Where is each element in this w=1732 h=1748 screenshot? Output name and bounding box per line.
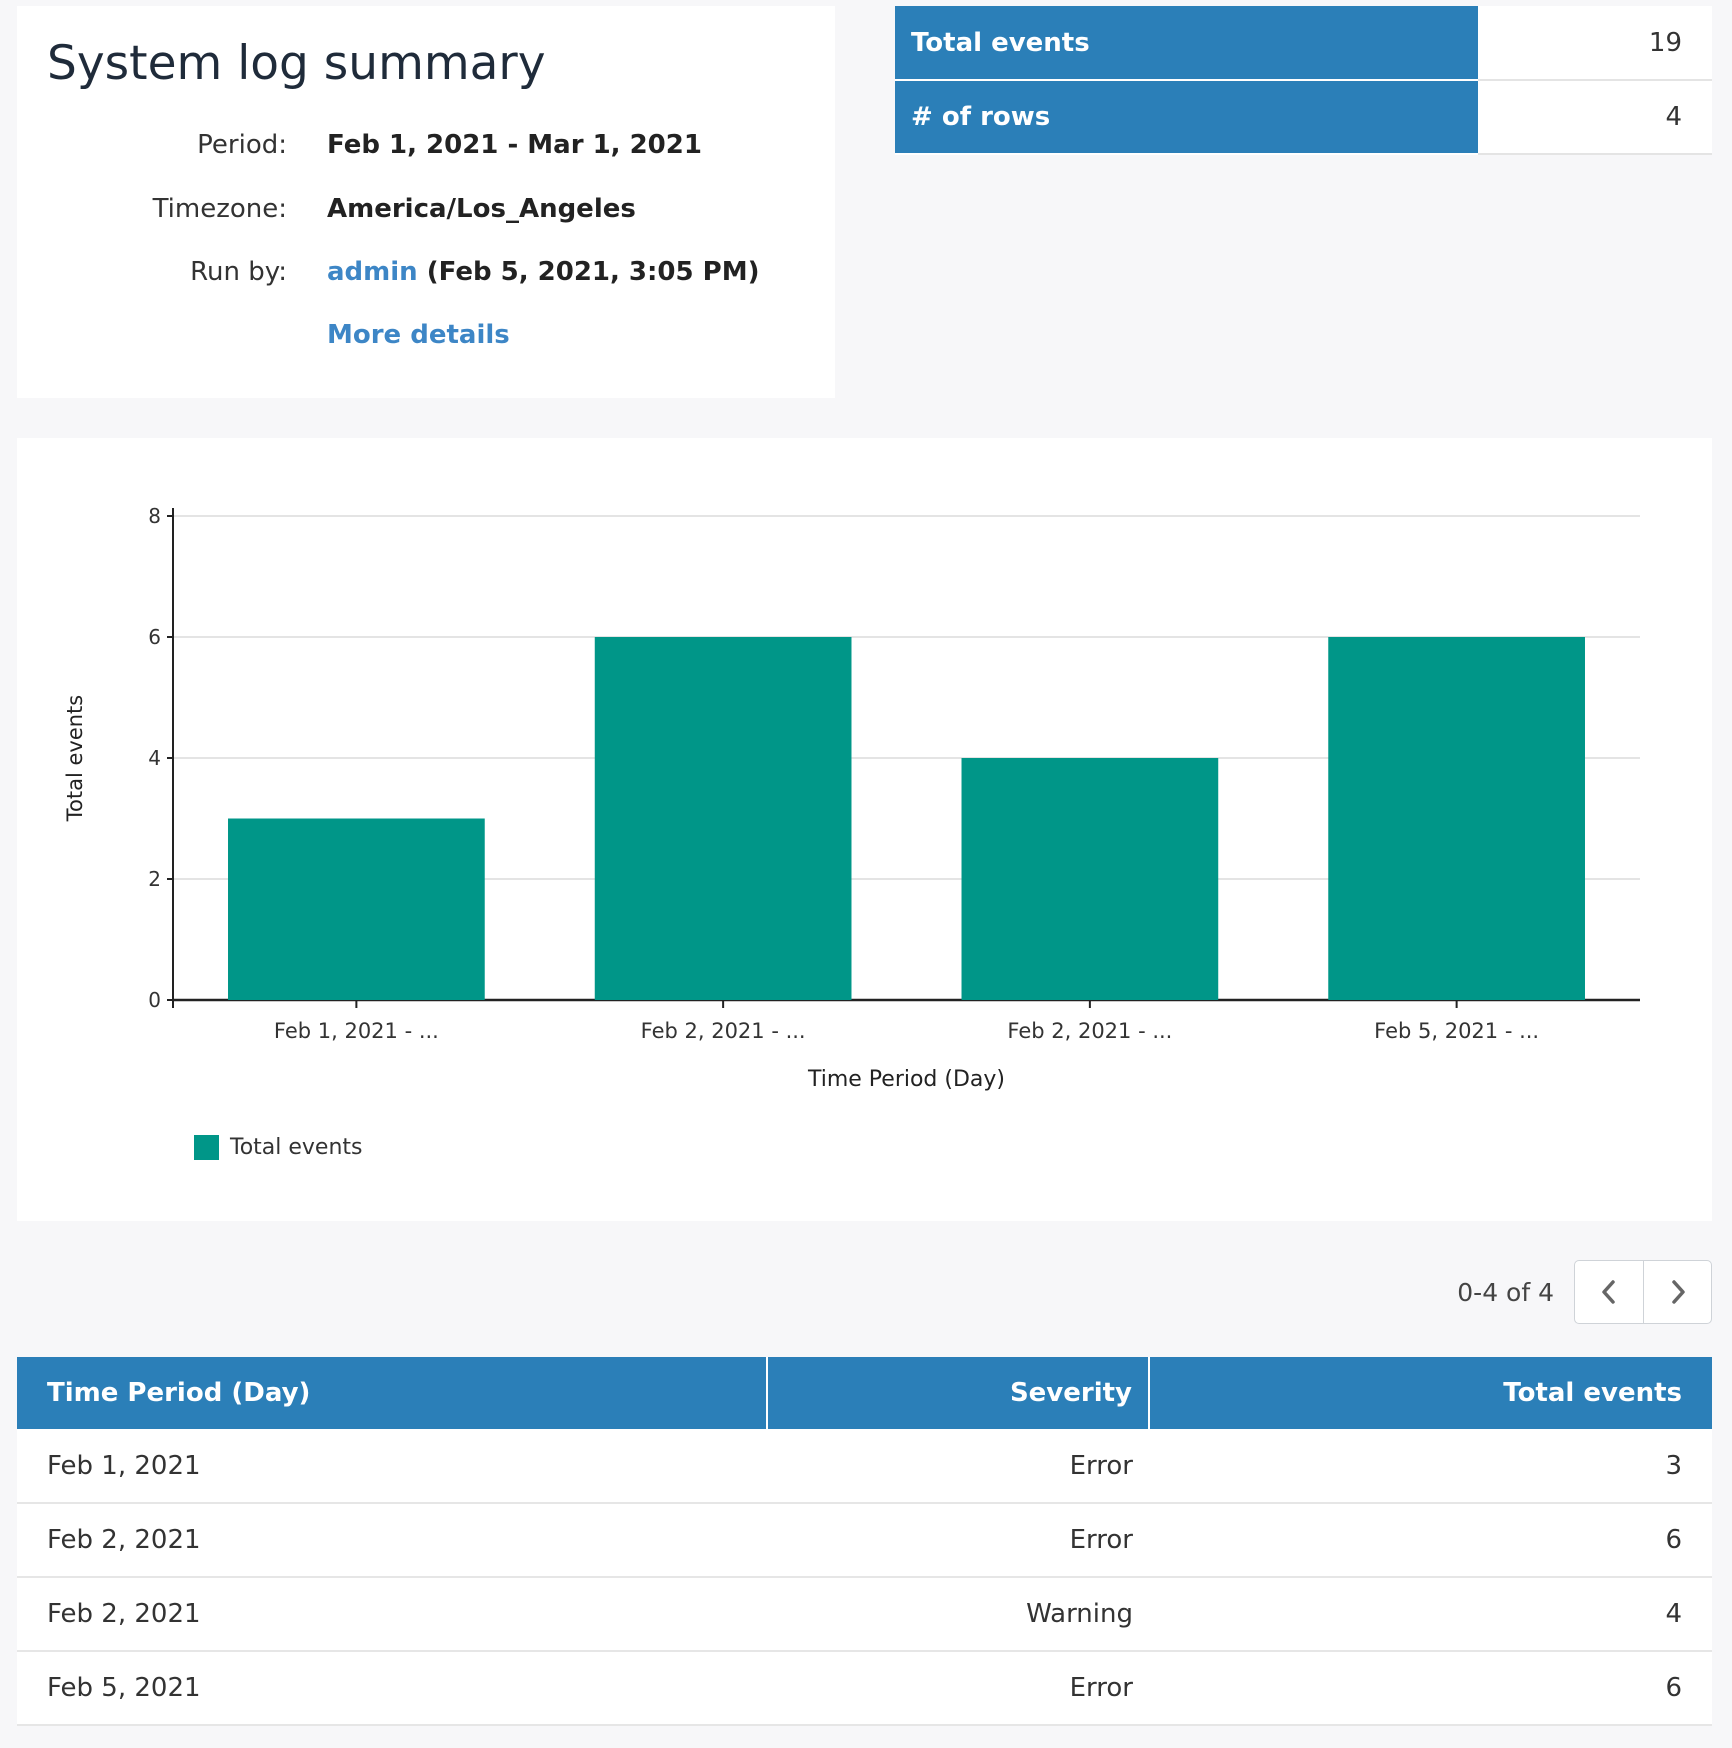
more-details-row: More details [17,320,835,360]
next-page-button[interactable] [1643,1261,1711,1323]
runby-time: (Feb 5, 2021, 3:05 PM) [426,257,760,287]
runby-label: Run by: [190,257,287,287]
table-header-row: Time Period (Day) Severity Total events [17,1357,1712,1429]
y-tick-label: 8 [148,504,161,528]
page-title: System log summary [47,36,546,91]
cell-total-events: 6 [1149,1503,1712,1578]
stat-value: 4 [1478,80,1712,155]
cell-total-events: 4 [1149,1577,1712,1652]
period-label: Period: [197,130,287,160]
legend-swatch [194,1135,219,1160]
runby-user-link[interactable]: admin [327,257,418,287]
stats-table: Total events 19 # of rows 4 [895,6,1712,155]
cell-time-period: Feb 1, 2021 [17,1429,767,1504]
table-row: Feb 1, 2021 Error 3 [17,1429,1712,1504]
table-row: Feb 2, 2021 Warning 4 [17,1577,1712,1652]
legend-label: Total events [230,1135,363,1160]
runby-value: admin (Feb 5, 2021, 3:05 PM) [327,257,759,287]
table-row: Feb 2, 2021 Error 6 [17,1503,1712,1578]
pagination-range: 0-4 of 4 [1457,1277,1554,1307]
cell-severity: Warning [767,1577,1149,1652]
period-row: Period: Feb 1, 2021 - Mar 1, 2021 [17,130,835,170]
cell-time-period: Feb 5, 2021 [17,1651,767,1726]
cell-severity: Error [767,1651,1149,1726]
column-header-time-period[interactable]: Time Period (Day) [17,1357,768,1429]
pagination: 0-4 of 4 [1457,1260,1712,1324]
bar [1328,637,1585,1000]
prev-page-button[interactable] [1575,1261,1643,1323]
bar [961,758,1219,1000]
chart-legend[interactable]: Total events [194,1135,363,1160]
column-header-severity[interactable]: Severity [767,1357,1150,1429]
bar-chart: 0 2 4 6 8 Feb 1, 2021 - ... Feb 2, 2021 - ... F… [63,504,1640,1092]
cell-total-events: 6 [1149,1651,1712,1726]
x-axis-title: Time Period (Day) [807,1067,1005,1092]
timezone-value: America/Los_Angeles [327,194,636,224]
stat-row-rows: # of rows 4 [895,80,1712,155]
y-tick-label: 4 [148,746,161,770]
x-tick-label: Feb 1, 2021 - ... [274,1019,439,1043]
stat-label: Total events [895,6,1478,81]
x-tick-label: Feb 2, 2021 - ... [641,1019,806,1043]
y-tick-label: 6 [148,625,161,649]
cell-severity: Error [767,1503,1149,1578]
bar [594,637,852,1000]
period-value: Feb 1, 2021 - Mar 1, 2021 [327,130,702,160]
summary-card: System log summary Period: Feb 1, 2021 -… [17,6,835,398]
timezone-label: Timezone: [152,194,287,224]
stat-label: # of rows [895,80,1478,155]
column-header-total-events[interactable]: Total events [1149,1357,1712,1429]
timezone-row: Timezone: America/Los_Angeles [17,194,835,234]
more-details-link[interactable]: More details [327,320,510,350]
data-table: Time Period (Day) Severity Total events … [17,1357,1712,1726]
chevron-right-icon [1671,1280,1685,1304]
cell-time-period: Feb 2, 2021 [17,1577,767,1652]
cell-severity: Error [767,1429,1149,1504]
stat-row-total-events: Total events 19 [895,6,1712,81]
chevron-left-icon [1602,1280,1615,1304]
x-tick-label: Feb 5, 2021 - ... [1374,1019,1539,1043]
y-tick-label: 0 [148,988,161,1012]
y-axis-title: Total events [63,695,87,822]
chart-card: 0 2 4 6 8 Feb 1, 2021 - ... Feb 2, 2021 - ... F… [17,438,1712,1221]
y-tick-label: 2 [148,867,161,891]
x-tick-label: Feb 2, 2021 - ... [1007,1019,1172,1043]
cell-total-events: 3 [1149,1429,1712,1504]
table-row: Feb 5, 2021 Error 6 [17,1651,1712,1726]
bar [228,818,485,1000]
runby-row: Run by: admin (Feb 5, 2021, 3:05 PM) [17,257,835,297]
cell-time-period: Feb 2, 2021 [17,1503,767,1578]
pagination-buttons [1574,1260,1712,1324]
stat-value: 19 [1478,6,1712,81]
